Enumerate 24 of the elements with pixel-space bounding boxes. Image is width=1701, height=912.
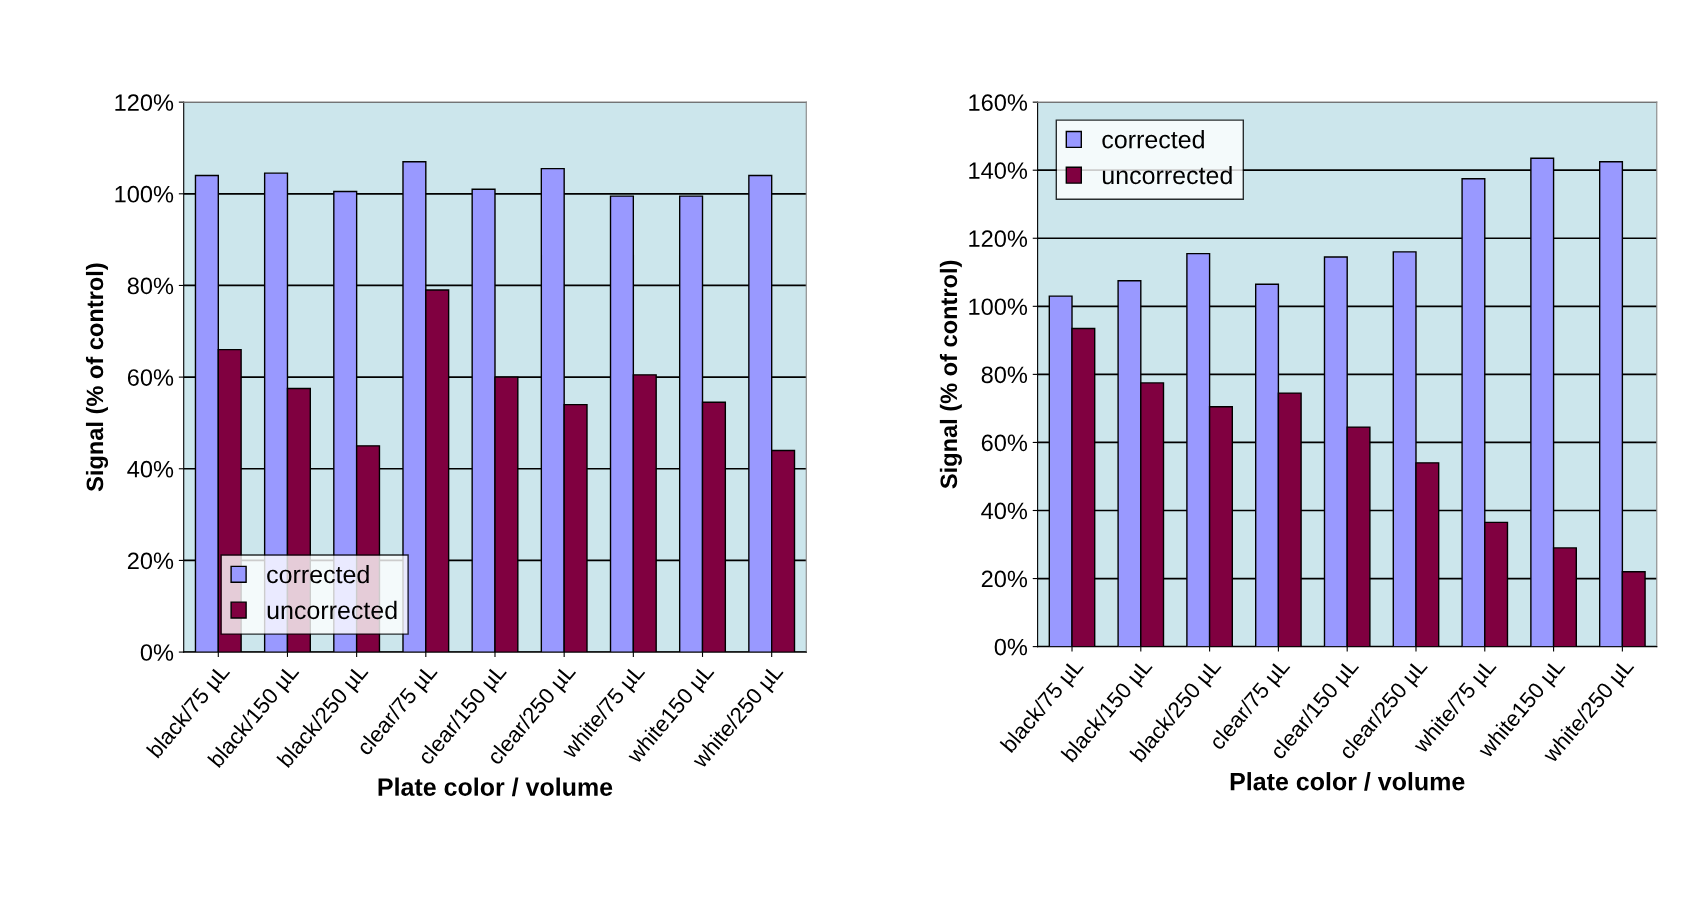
y-tick-label: 0% [994, 638, 1028, 656]
legend-label: corrected [1102, 130, 1204, 149]
y-axis-title: Signal (% of control) [85, 263, 109, 492]
x-axis-title: Plate color / volume [1230, 772, 1465, 791]
y-tick-label: 120% [969, 230, 1028, 248]
y-tick-label: 20% [127, 552, 174, 570]
y-tick-label: 0% [140, 644, 174, 661]
y-tick-label: 20% [981, 570, 1028, 588]
legend-label: uncorrected [267, 600, 397, 620]
y-tick-label: 60% [127, 369, 174, 386]
legend-label: corrected [267, 564, 369, 584]
y-tick-label: 140% [969, 162, 1028, 179]
y-tick-label: 40% [127, 460, 174, 478]
y-tick-label: 60% [981, 434, 1028, 452]
y-tick-label: 120% [115, 94, 174, 111]
x-axis-title: Plate color / volume [378, 777, 613, 797]
y-tick-label: 40% [981, 502, 1028, 520]
y-tick-label: 100% [969, 298, 1028, 316]
y-tick-label: 160% [969, 94, 1028, 111]
y-tick-label: 80% [127, 277, 174, 295]
y-axis-title: Signal (% of control) [939, 260, 962, 489]
y-tick-label: 80% [981, 366, 1028, 384]
legend-label: uncorrected [1102, 165, 1232, 185]
y-tick-label: 100% [115, 185, 174, 203]
